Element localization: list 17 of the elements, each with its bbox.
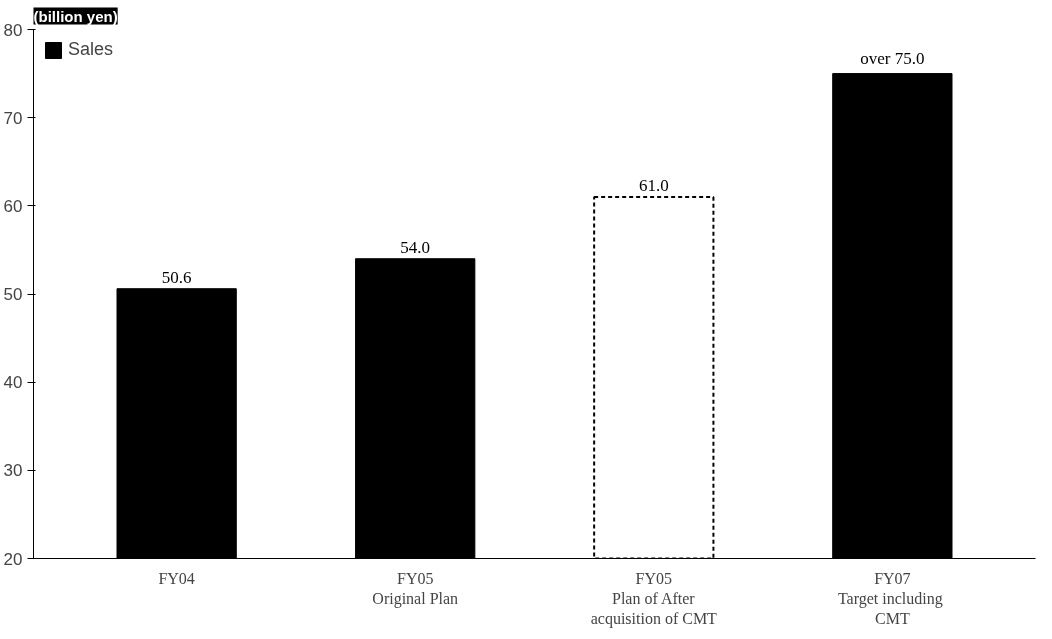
- y-tick-label: 50: [3, 285, 23, 304]
- data-label: 54.0: [400, 237, 431, 257]
- x-tick-label: FY05 Plan of After acquisition of CMT: [590, 569, 718, 629]
- data-label: 50.6: [161, 267, 192, 287]
- y-tick-label: 40: [3, 373, 23, 393]
- data-label: over 75.0: [860, 48, 925, 68]
- chart-title: (billion yen): [33, 7, 118, 25]
- y-tick-label: 20: [3, 549, 23, 569]
- x-tick-label: FY07 Target including CMT: [837, 569, 943, 628]
- x-tick-label: FY05 Original Plan: [372, 569, 459, 608]
- y-tick-label: 70: [3, 108, 23, 128]
- data-label: 61.0: [638, 176, 669, 196]
- y-tick-label: 30: [3, 461, 23, 481]
- y-tick-label: 80: [3, 20, 23, 40]
- x-tick-label: FY04: [158, 569, 195, 587]
- y-tick-label: 60: [3, 196, 23, 216]
- legend-label: Sales: [68, 39, 114, 60]
